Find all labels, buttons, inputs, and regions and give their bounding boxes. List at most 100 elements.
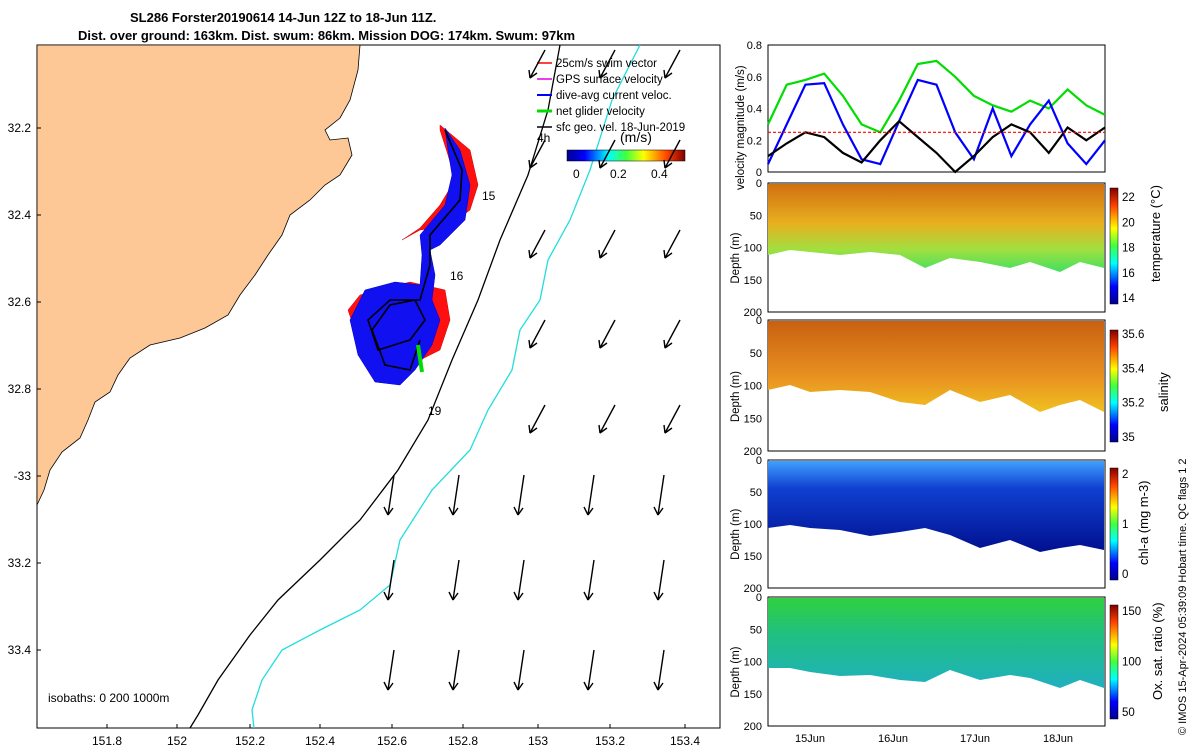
depth-y-tick: 200 (744, 721, 762, 733)
depth-y-tick: 50 (750, 210, 762, 222)
colorbar-tick-label: 2 (1122, 469, 1128, 481)
map-y-tick-label: 33.4 (8, 643, 32, 657)
depth-y-tick: 0 (756, 455, 762, 467)
colorbar-tick-label: 35.6 (1122, 329, 1144, 341)
sfc-geo-arrow (529, 139, 546, 169)
sfc-geo-arrow (529, 49, 546, 79)
legend-swim: 25cm/s swim vector (556, 58, 657, 70)
sfc-geo-arrowhead (583, 591, 594, 601)
sfc-geo-arrow (657, 559, 665, 601)
sfc-geo-arrow (452, 649, 460, 691)
track-day-label-19: 19 (428, 404, 442, 418)
isobath-1000 (251, 44, 641, 729)
velocity-ylabel: velocity magnitude (m/s) (735, 65, 747, 190)
colorbar-tick-label: 100 (1122, 657, 1141, 669)
map-x-tick-label: 153 (528, 734, 548, 748)
velocity-series-line (767, 78, 1106, 166)
colorbar-tick-label: 18 (1122, 243, 1135, 255)
time-tick-label: 16Jun (878, 733, 908, 745)
sfc-geo-arrow (452, 559, 460, 601)
depth-y-tick: 0 (756, 592, 762, 604)
scale-note-4h: 4h (537, 131, 550, 145)
chl-colorbar (1109, 467, 1119, 581)
sfc-geo-arrowhead (528, 424, 538, 434)
sfc-geo-arrowhead (663, 249, 673, 259)
sfc-geo-arrowhead (528, 339, 538, 349)
sfc-geo-arrowhead (598, 424, 608, 434)
colorbar-tick-label: 35 (1122, 432, 1135, 444)
sfc-geo-arrowhead (513, 506, 524, 516)
sfc-geo-arrowhead (598, 69, 608, 79)
colorbar-tick-2: 0.4 (651, 167, 668, 181)
depth-y-tick: 100 (744, 519, 762, 531)
sfc-geo-arrowhead (653, 591, 664, 601)
sfc-geo-arrow (517, 649, 525, 691)
colorbar-tick-0: 0 (573, 167, 580, 181)
sfc-geo-arrowhead (448, 506, 459, 516)
depth-y-tick: 200 (744, 583, 762, 595)
velocity-series-line (767, 59, 1106, 134)
sfc-geo-arrow (664, 319, 681, 349)
figure-title-line1: SL286 Forster20190614 14-Jun 12Z to 18-J… (130, 10, 437, 25)
sfc-geo-arrow (599, 139, 616, 169)
temperature-colorbar (1109, 187, 1119, 305)
map-panel: 15 16 19 4h isobaths: 0 200 1000m 25cm/s… (8, 44, 721, 748)
depth-y-tick: 100 (744, 381, 762, 393)
sfc-geo-arrowhead (528, 159, 538, 169)
sfc-geo-arrowhead (583, 681, 594, 691)
depth-y-tick: 0 (756, 178, 762, 190)
legend-gps: GPS surface velocity (556, 74, 663, 86)
track-day-label-16: 16 (450, 269, 464, 283)
sfc-geo-arrowhead (583, 506, 594, 516)
salinity-panel: salinity (767, 319, 1171, 452)
sfc-geo-arrow (387, 559, 395, 601)
map-x-tick-label: 152.2 (235, 734, 265, 748)
track-day-label-15: 15 (482, 189, 496, 203)
time-tick-label: 18Jun (1043, 733, 1073, 745)
temperature-panel: temperature (°C) (767, 182, 1163, 313)
velocity-series (767, 59, 1106, 174)
velocity-panel: velocity magnitude (m/s) (735, 44, 1106, 190)
sfc-geo-arrowhead (383, 506, 394, 516)
depth-y-tick: 50 (750, 348, 762, 360)
sfc-geo-arrowhead (513, 681, 524, 691)
sfc-geo-arrowhead (598, 339, 608, 349)
legend-dive: dive-avg current veloc. (556, 90, 672, 102)
net-glider-velocity-arrow (416, 344, 424, 373)
depth-y-tick: 0 (756, 315, 762, 327)
map-x-tick-label: 152.6 (377, 734, 407, 748)
map-x-tick-label: 153.2 (595, 734, 625, 748)
legend-net: net glider velocity (556, 106, 645, 118)
map-y-tick-label: 32.6 (8, 295, 32, 309)
sfc-geo-arrow (587, 649, 595, 691)
sfc-geo-arrow (664, 139, 681, 169)
oxygen-section (768, 598, 1104, 688)
credit-text: © IMOS 15-Apr-2024 05:39:09 Hobart time.… (1177, 458, 1189, 735)
chl-panel: chl-a (mg m-3) (767, 459, 1151, 589)
oxygen-panel: Ox. sat. ratio (%) (767, 596, 1165, 727)
sfc-geo-arrow (599, 229, 616, 259)
temperature-label: temperature (°C) (1148, 185, 1163, 282)
isobaths-note: isobaths: 0 200 1000m (48, 691, 169, 705)
temperature-section (768, 184, 1104, 272)
map-legend: 25cm/s swim vector GPS surface velocity … (537, 58, 685, 134)
velocity-y-tick: 0.8 (747, 40, 762, 52)
sfc-geo-arrowhead (528, 249, 538, 259)
map-x-tick-label: 152 (167, 734, 187, 748)
sfc-geo-arrow (587, 559, 595, 601)
chl-section (768, 461, 1104, 552)
velocity-series-line (767, 119, 1106, 174)
map-x-tick-label: 152.8 (448, 734, 478, 748)
depth-y-tick: 50 (750, 487, 762, 499)
legend-sfc: sfc geo. vel. 18-Jun-2019 (556, 122, 685, 134)
colorbar-tick-label: 1 (1122, 519, 1128, 531)
sfc-geo-arrowhead (383, 591, 394, 601)
colorbar-tick-label: 50 (1122, 707, 1135, 719)
sfc-geo-arrow (599, 404, 616, 434)
colorbar-tick-label: 20 (1122, 217, 1135, 229)
colorbar-tick-label: 14 (1122, 293, 1135, 305)
sfc-geo-arrow (387, 649, 395, 691)
depth-y-tick: 100 (744, 243, 762, 255)
